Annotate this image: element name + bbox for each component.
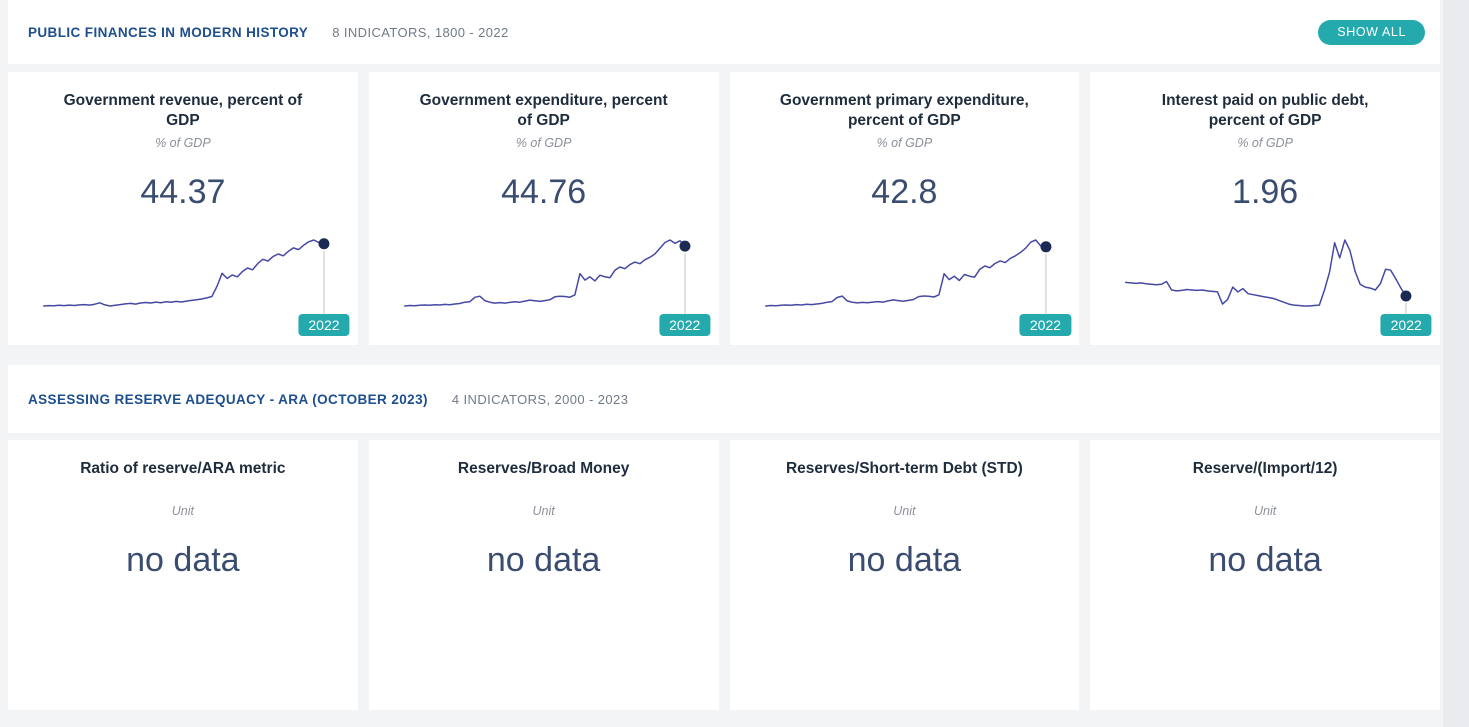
year-badge: 2022 bbox=[1380, 314, 1432, 336]
sparkline-chart: 2022 bbox=[369, 230, 719, 336]
indicator-card-reserves-broad-money[interactable]: Reserves/Broad Money Unit no data bbox=[368, 440, 719, 710]
sparkline-svg bbox=[43, 238, 330, 314]
sparkline-svg bbox=[764, 239, 1051, 314]
indicator-card-interest-paid[interactable]: Interest paid on public debt, percent of… bbox=[1090, 72, 1440, 345]
sparkline-svg bbox=[403, 239, 691, 314]
sparkline-chart: 2022 bbox=[8, 230, 358, 336]
indicator-value: no data bbox=[847, 541, 962, 579]
indicator-unit: % of GDP bbox=[515, 136, 572, 150]
section-meta: 8 INDICATORS, 1800 - 2022 bbox=[332, 24, 509, 40]
indicator-title: Reserves/Broad Money bbox=[457, 460, 630, 477]
section-header-public-finances: PUBLIC FINANCES IN MODERN HISTORY 8 INDI… bbox=[8, 0, 1440, 64]
section-meta: 4 INDICATORS, 2000 - 2023 bbox=[451, 391, 629, 407]
indicator-unit: % of GDP bbox=[876, 136, 933, 150]
indicator-unit: % of GDP bbox=[1237, 136, 1293, 150]
indicator-value: 42.8 bbox=[871, 173, 938, 211]
indicator-title: Government revenue, percent of GDP bbox=[63, 92, 303, 130]
indicator-value: 44.37 bbox=[140, 173, 226, 211]
indicator-title: Reserves/Short-term Debt (STD) bbox=[785, 460, 1023, 477]
year-badge: 2022 bbox=[659, 314, 711, 336]
indicator-title: Reserve/(Import/12) bbox=[1192, 460, 1338, 477]
indicator-title: Government primary expenditure, percent … bbox=[779, 92, 1029, 130]
indicator-unit: Unit bbox=[171, 504, 194, 518]
sparkline-chart: 2022 bbox=[1090, 230, 1440, 336]
section-title: ASSESSING RESERVE ADEQUACY - ARA (OCTOBE… bbox=[28, 391, 428, 407]
indicator-card-primary-expenditure[interactable]: Government primary expenditure, percent … bbox=[729, 72, 1080, 345]
indicator-unit: Unit bbox=[893, 504, 916, 518]
indicator-value: no data bbox=[1208, 541, 1322, 579]
section-title: PUBLIC FINANCES IN MODERN HISTORY bbox=[28, 24, 309, 40]
section-header-reserve-adequacy: ASSESSING RESERVE ADEQUACY - ARA (OCTOBE… bbox=[8, 365, 1440, 433]
indicator-card-government-expenditure[interactable]: Government expenditure, percent of GDP %… bbox=[368, 72, 719, 345]
indicator-unit: Unit bbox=[1254, 504, 1277, 518]
indicator-value: 1.96 bbox=[1232, 173, 1299, 211]
indicator-unit: Unit bbox=[532, 504, 555, 518]
indicator-cards-row-public-finances: Government revenue, percent of GDP % of … bbox=[8, 72, 1440, 345]
indicator-value: 44.76 bbox=[501, 173, 587, 211]
indicator-unit: % of GDP bbox=[155, 136, 211, 150]
year-badge: 2022 bbox=[298, 314, 350, 336]
year-badge: 2022 bbox=[1019, 314, 1072, 336]
indicator-title: Ratio of reserve/ARA metric bbox=[80, 460, 286, 477]
sparkline-chart: 2022 bbox=[730, 230, 1080, 336]
indicator-title: Interest paid on public debt, percent of… bbox=[1161, 92, 1369, 130]
sparkline-svg bbox=[1125, 239, 1412, 314]
show-all-button[interactable]: SHOW ALL bbox=[1318, 19, 1425, 45]
indicator-card-reserves-short-term-debt[interactable]: Reserves/Short-term Debt (STD) Unit no d… bbox=[729, 440, 1080, 710]
indicator-value: no data bbox=[126, 541, 240, 579]
dashboard-page: PUBLIC FINANCES IN MODERN HISTORY 8 INDI… bbox=[8, 0, 1440, 710]
indicator-value: no data bbox=[486, 541, 601, 579]
indicator-card-ara-ratio[interactable]: Ratio of reserve/ARA metric Unit no data bbox=[8, 440, 358, 710]
indicator-card-government-revenue[interactable]: Government revenue, percent of GDP % of … bbox=[8, 72, 358, 345]
indicator-card-reserve-import[interactable]: Reserve/(Import/12) Unit no data bbox=[1090, 440, 1440, 710]
page-right-gutter bbox=[1443, 0, 1469, 727]
indicator-title: Government expenditure, percent of GDP bbox=[419, 92, 668, 130]
indicator-cards-row-reserve-adequacy: Ratio of reserve/ARA metric Unit no data… bbox=[8, 440, 1440, 710]
